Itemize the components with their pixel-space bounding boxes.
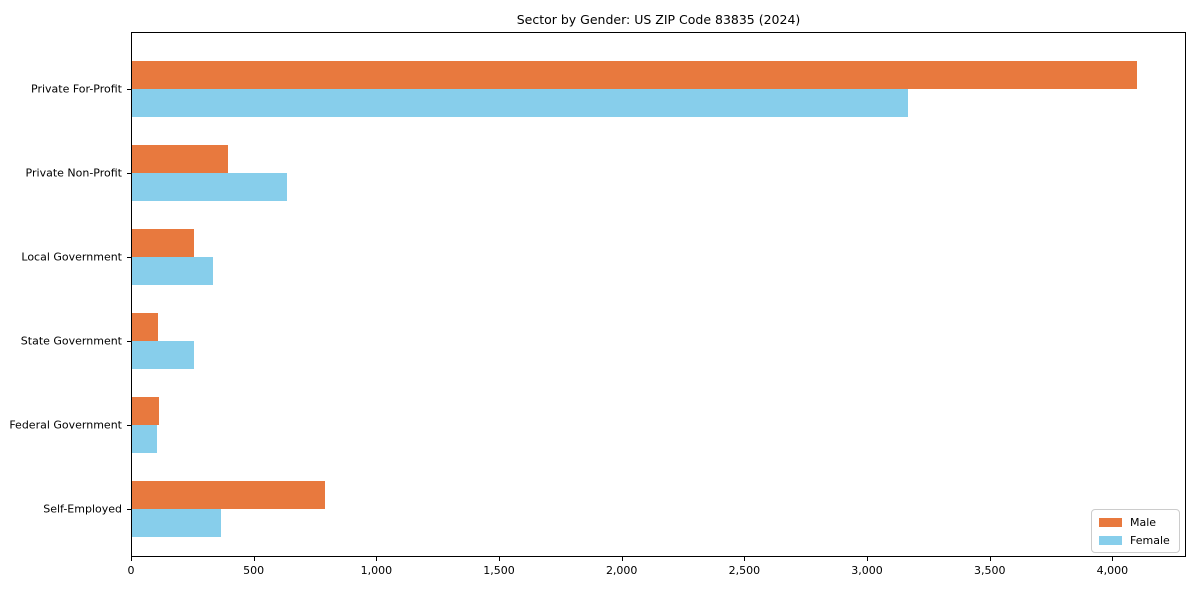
y-tick-label-state-government: State Government [20,334,122,348]
legend-swatch-male [1099,518,1122,527]
y-tick-mark [127,173,131,174]
y-tick-label-local-government: Local Government [21,250,122,264]
x-tick-label-1-000: 1,000 [360,564,393,577]
x-tick-mark [1112,557,1114,561]
y-tick-mark [127,257,131,258]
x-tick-mark [744,557,746,561]
y-tick-mark [127,89,131,90]
chart-title: Sector by Gender: US ZIP Code 83835 (202… [516,12,801,27]
x-tick-label-2-500: 2,500 [728,564,761,577]
x-tick-mark [253,557,255,561]
x-tick-mark [989,557,991,561]
x-tick-mark [499,557,501,561]
y-tick-label-self-employed: Self-Employed [43,502,122,516]
y-tick-label-private-non-profit: Private Non-Profit [25,166,122,180]
x-tick-mark [131,557,132,561]
bar-male-federal-government [132,397,160,425]
legend-entry-male: Male [1099,516,1172,529]
bar-female-state-government [132,341,194,369]
legend-swatch-female [1099,536,1122,545]
x-tick-mark [376,557,378,561]
y-tick-label-private-for-profit: Private For-Profit [31,82,122,96]
legend-label-female: Female [1130,534,1170,547]
x-tick-label-2-000: 2,000 [605,564,638,577]
bar-male-self-employed [132,481,325,509]
x-tick-label-500: 500 [243,564,265,577]
x-tick-label-3-500: 3,500 [973,564,1006,577]
x-tick-label-4-000: 4,000 [1096,564,1129,577]
bar-male-private-for-profit [132,61,1137,89]
bar-female-federal-government [132,425,157,453]
y-tick-label-federal-government: Federal Government [9,418,122,432]
y-tick-mark [127,425,131,426]
x-tick-label-0: 0 [127,564,135,577]
legend-label-male: Male [1130,516,1157,529]
y-tick-mark [127,509,131,510]
legend: Male Female [1091,509,1180,553]
bar-female-private-non-profit [132,173,287,201]
bar-female-local-government [132,257,214,285]
bar-male-local-government [132,229,194,257]
bar-female-private-for-profit [132,89,908,117]
legend-entry-female: Female [1099,534,1172,547]
bar-male-state-government [132,313,158,341]
plot-area [131,32,1186,557]
x-tick-mark [621,557,623,561]
bar-male-private-non-profit [132,145,228,173]
x-tick-label-1-500: 1,500 [483,564,515,577]
bar-female-self-employed [132,509,221,537]
x-tick-label-3-000: 3,000 [851,564,883,577]
x-tick-mark [867,557,869,561]
y-tick-mark [127,341,131,342]
